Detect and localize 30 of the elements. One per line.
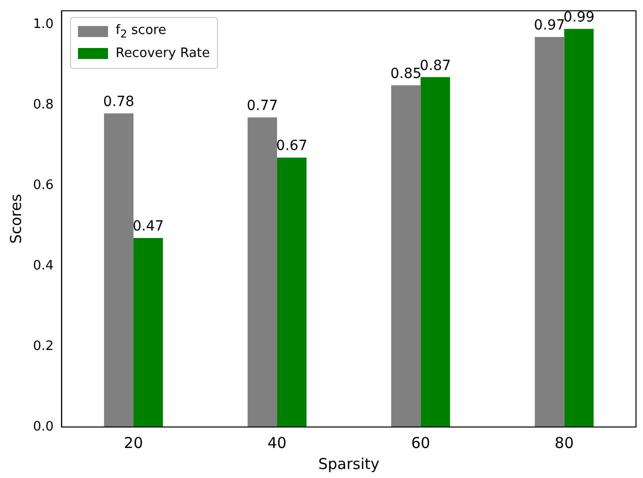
bar (420, 77, 450, 427)
data-label: 0.78 (103, 94, 134, 110)
x-tick-label: 60 (411, 434, 430, 452)
bar (104, 113, 134, 427)
data-label: 0.99 (563, 10, 595, 26)
x-tick-label: 20 (124, 434, 144, 452)
bar (133, 238, 163, 427)
x-axis-title: Sparsity (318, 454, 380, 473)
legend-label: Recovery Rate (116, 46, 210, 62)
y-tick-label: 0.4 (32, 258, 54, 274)
bar (391, 85, 421, 427)
y-tick-label: 0.6 (32, 178, 54, 194)
y-tick-label: 0.8 (32, 98, 54, 113)
bar (564, 28, 594, 427)
bar (277, 158, 306, 427)
data-label: 0.87 (420, 58, 451, 74)
x-tick-label: 80 (554, 434, 574, 452)
data-label: 0.67 (276, 138, 308, 154)
bar (534, 36, 564, 427)
y-tick-label: 0.2 (32, 338, 54, 354)
y-tick-label: 0.0 (32, 419, 54, 434)
data-label: 0.47 (132, 218, 164, 235)
legend-label: f$_{2}$ score (116, 23, 166, 41)
data-label: 0.85 (390, 66, 422, 82)
y-axis-title: Scores (6, 194, 25, 244)
y-tick-label: 1.0 (32, 17, 54, 32)
data-label: 0.77 (246, 98, 278, 114)
data-label: 0.97 (534, 18, 566, 34)
bar (248, 117, 278, 427)
x-tick-label: 40 (268, 434, 287, 452)
